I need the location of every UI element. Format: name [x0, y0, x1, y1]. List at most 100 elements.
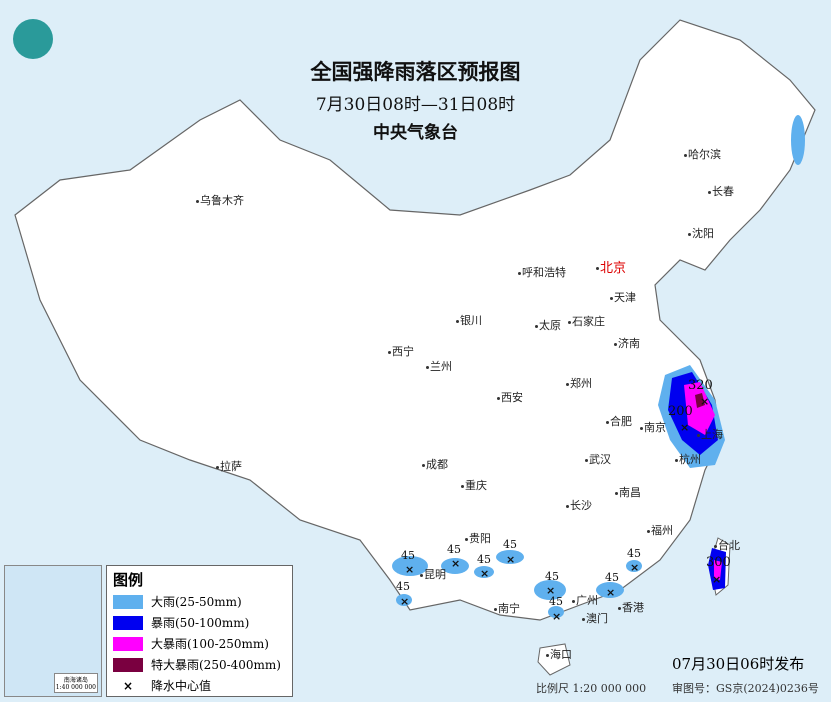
city-label: 香港: [618, 599, 644, 615]
legend-label: 降水中心值: [151, 679, 212, 693]
city-label: 澳门: [582, 610, 608, 626]
legend-item: 特大暴雨(250-400mm): [107, 654, 292, 675]
issue-time: 07月30日06时发布: [672, 655, 805, 673]
city-label: 重庆: [461, 477, 487, 493]
legend-swatch: [113, 636, 143, 651]
legend-item: 暴雨(50-100mm): [107, 612, 292, 633]
rain-center-marker: ×: [680, 421, 690, 434]
rain-south-1: [392, 556, 428, 576]
rain-value: 45: [545, 570, 559, 583]
rain-value: 200: [668, 404, 693, 419]
city-label: 南昌: [615, 484, 641, 500]
rain-south-8: [626, 560, 642, 572]
rain-value: 45: [605, 571, 619, 584]
city-label: 合肥: [606, 413, 632, 429]
rain-center-marker: ×: [546, 584, 556, 597]
china-outline: [14, 19, 816, 621]
map-title: 全国强降雨落区预报图: [310, 59, 521, 84]
rain-south-6: [534, 580, 566, 600]
city-label: 呼和浩特: [518, 264, 566, 280]
city-label: 乌鲁木齐: [196, 192, 244, 208]
rain-center-marker: ×: [630, 561, 640, 574]
rain-value: 45: [503, 538, 517, 551]
rain-value: 320: [688, 378, 713, 393]
legend-label: 大雨(25-50mm): [151, 595, 242, 609]
legend-label: 暴雨(50-100mm): [151, 616, 250, 630]
legend-swatch: [113, 657, 143, 672]
city-label: 台北: [714, 537, 740, 553]
rain-center-marker: ×: [712, 573, 722, 586]
inset-caption: 南海诸岛 1:40 000 000: [53, 673, 98, 693]
city-label: 长春: [708, 183, 734, 199]
rain-south-2: [441, 558, 469, 574]
rain-heavystorm-east: [684, 382, 715, 435]
city-label: 福州: [647, 522, 673, 538]
legend-label: 大暴雨(100-250mm): [151, 637, 269, 651]
city-label: 上海: [697, 426, 723, 442]
legend-item: 大暴雨(100-250mm): [107, 633, 292, 654]
city-label: 济南: [614, 335, 640, 351]
agency: 中央气象台: [373, 123, 458, 143]
city-label: 北京: [596, 257, 626, 276]
south-china-sea-inset: 南海诸岛 1:40 000 000: [4, 565, 102, 697]
rain-areas: [392, 115, 805, 618]
rain-center-marker: ×: [606, 586, 616, 599]
city-label: 石家庄: [568, 313, 605, 329]
city-label: 西宁: [388, 343, 414, 359]
legend-swatch: [113, 615, 143, 630]
rain-value: 45: [447, 543, 461, 556]
map-scale: 比例尺 1:20 000 000: [536, 682, 647, 695]
cross-icon: ×: [122, 678, 134, 693]
city-label: 拉萨: [216, 458, 242, 474]
city-label: 海口: [546, 646, 572, 662]
city-label: 郑州: [566, 375, 592, 391]
forecast-period: 7月30日08时—31日08时: [315, 95, 516, 115]
city-label: 银川: [456, 312, 482, 328]
rain-taiwan-inner: [714, 560, 722, 580]
inset-title: 南海诸岛: [63, 677, 88, 684]
legend-item: × 降水中心值: [107, 675, 292, 696]
rain-center-marker: ×: [506, 553, 516, 566]
rain-value: 45: [396, 580, 410, 593]
rain-heilongjiang: [791, 115, 805, 165]
rain-value: 45: [401, 549, 415, 562]
city-label: 长沙: [566, 497, 592, 513]
rain-south-9: [548, 606, 564, 618]
city-label: 太原: [535, 317, 561, 333]
legend-title: 图例: [113, 571, 144, 589]
legend: 图例 大雨(25-50mm) 暴雨(50-100mm) 大暴雨(100-250m…: [106, 565, 293, 697]
city-label: 武汉: [585, 451, 611, 467]
logo-icon: [13, 19, 53, 59]
city-label: 沈阳: [688, 225, 714, 241]
legend-swatch: [113, 594, 143, 609]
city-label: 杭州: [675, 451, 701, 467]
rain-south-7: [596, 582, 624, 598]
rain-value: 300: [706, 555, 731, 570]
city-label: 哈尔滨: [684, 146, 721, 162]
city-label: 南宁: [494, 600, 520, 616]
rain-south-3: [474, 566, 494, 578]
rain-center-marker: ×: [405, 563, 415, 576]
city-label: 贵阳: [465, 530, 491, 546]
rain-center-marker: ×: [700, 395, 710, 408]
rain-extreme-east: [695, 393, 705, 408]
rain-value: 45: [627, 547, 641, 560]
legend-item: 大雨(25-50mm): [107, 591, 292, 612]
city-label: 西安: [497, 389, 523, 405]
inset-scale: 1:40 000 000: [55, 684, 96, 691]
rain-south-4: [496, 550, 524, 564]
rain-center-marker: ×: [400, 595, 410, 608]
rain-value: 45: [549, 595, 563, 608]
legend-label: 特大暴雨(250-400mm): [151, 658, 281, 672]
city-label: 兰州: [426, 358, 452, 374]
city-label: 成都: [422, 456, 448, 472]
rain-center-marker: ×: [451, 557, 461, 570]
city-label: 昆明: [420, 566, 446, 582]
map-approval-number: 审图号：GS京(2024)0236号: [672, 682, 819, 695]
city-label: 天津: [610, 289, 636, 305]
rain-value: 45: [477, 553, 491, 566]
rain-center-marker: ×: [552, 610, 562, 623]
rain-south-5: [396, 594, 412, 606]
city-label: 广州: [572, 592, 598, 608]
city-label: 南京: [640, 419, 666, 435]
